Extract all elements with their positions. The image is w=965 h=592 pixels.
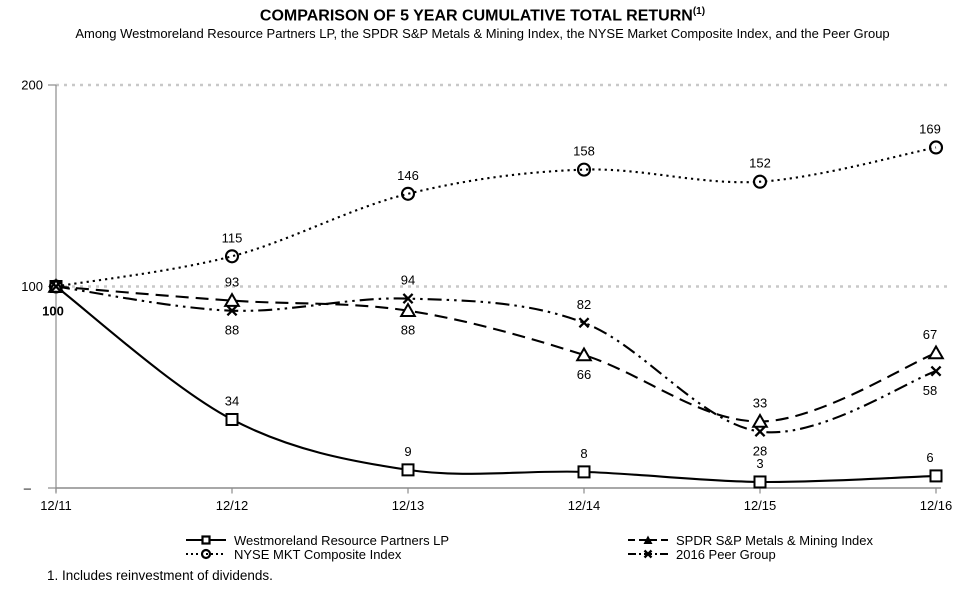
footnote: 1. Includes reinvestment of dividends. xyxy=(47,568,273,583)
legend-square-marker-icon xyxy=(186,535,226,545)
chart-title-text: COMPARISON OF 5 YEAR CUMULATIVE TOTAL RE… xyxy=(259,7,693,25)
legend-item-westmoreland-resource-partners-lp: Westmoreland Resource Partners LP xyxy=(185,532,450,548)
legend-label: NYSE MKT Composite Index xyxy=(234,546,402,562)
legend-item-nyse-mkt-composite-index: NYSE MKT Composite Index xyxy=(185,546,402,562)
marker-westmoreland-resource-partners-lp-12-13 xyxy=(401,463,415,477)
point-label-spdr-s-p-metals-mining-index-12-12: 93 xyxy=(225,275,239,290)
chart-title: COMPARISON OF 5 YEAR CUMULATIVE TOTAL RE… xyxy=(0,6,965,25)
marker-spdr-s-p-metals-mining-index-12-12 xyxy=(223,292,241,307)
marker-nyse-mkt-composite-index-12-11 xyxy=(48,279,64,294)
y-tick-label-200: 200 xyxy=(21,78,43,93)
marker-2016-peer-group-12-12 xyxy=(226,305,238,317)
legend-triangle-marker-icon xyxy=(628,535,668,544)
chart-subtitle: Among Westmoreland Resource Partners LP,… xyxy=(75,26,890,41)
point-label-nyse-mkt-composite-index-12-16: 169 xyxy=(919,121,941,136)
marker-westmoreland-resource-partners-lp-12-14 xyxy=(577,465,591,479)
series-line-2016-peer-group xyxy=(55,285,937,434)
x-tick-label-12-13: 12/13 xyxy=(392,498,425,513)
point-label-westmoreland-resource-partners-lp-12-16: 6 xyxy=(926,450,933,465)
legend-x-marker-icon xyxy=(628,549,668,559)
x-tick-label-12-15: 12/15 xyxy=(744,498,777,513)
x-tick-label-12-14: 12/14 xyxy=(568,498,601,513)
point-label-spdr-s-p-metals-mining-index-12-16: 67 xyxy=(923,327,937,342)
x-tick-label-12-12: 12/12 xyxy=(216,498,249,513)
marker-westmoreland-resource-partners-lp-12-15 xyxy=(753,475,767,489)
marker-nyse-mkt-composite-index-12-14 xyxy=(576,162,592,177)
legend-label: Westmoreland Resource Partners LP xyxy=(234,532,450,548)
series-line-nyse-mkt-composite-index xyxy=(55,146,937,288)
legend-item-spdr-s-p-metals-mining-index: SPDR S&P Metals & Mining Index xyxy=(627,532,874,548)
y-tick-label-100: 100 xyxy=(21,279,43,294)
marker-spdr-s-p-metals-mining-index-12-16 xyxy=(927,344,945,360)
point-label-2016-peer-group-12-16: 58 xyxy=(923,383,937,398)
marker-2016-peer-group-12-11 xyxy=(50,281,62,292)
legend-label: 2016 Peer Group xyxy=(676,546,776,562)
marker-nyse-mkt-composite-index-12-16 xyxy=(928,140,944,155)
point-label-spdr-s-p-metals-mining-index-12-14: 66 xyxy=(577,367,591,382)
point-label-spdr-s-p-metals-mining-index-12-13: 88 xyxy=(401,323,415,338)
marker-nyse-mkt-composite-index-12-15 xyxy=(752,174,768,189)
series-line-westmoreland-resource-partners-lp xyxy=(55,285,937,484)
x-tick-label-12-16: 12/16 xyxy=(920,498,953,513)
point-label-westmoreland-resource-partners-lp-12-12: 34 xyxy=(225,393,239,408)
point-label-nyse-mkt-composite-index-12-12: 115 xyxy=(222,230,243,245)
point-label-2016-peer-group-12-15: 28 xyxy=(753,444,767,459)
chart-title-footnote-ref: (1) xyxy=(692,6,706,17)
point-label-westmoreland-resource-partners-lp-12-14: 8 xyxy=(580,446,587,461)
point-label-nyse-mkt-composite-index-12-13: 146 xyxy=(397,168,419,183)
point-label-westmoreland-resource-partners-lp-12-15: 3 xyxy=(756,456,763,471)
marker-2016-peer-group-12-16 xyxy=(930,365,942,377)
point-label-spdr-s-p-metals-mining-index-12-15: 33 xyxy=(753,396,767,411)
point-label-westmoreland-resource-partners-lp-12-11: 100 xyxy=(42,304,64,319)
point-label-2016-peer-group-12-14: 82 xyxy=(577,297,591,312)
marker-2016-peer-group-12-14 xyxy=(578,317,590,329)
marker-spdr-s-p-metals-mining-index-12-13 xyxy=(399,302,417,317)
point-label-westmoreland-resource-partners-lp-12-13: 9 xyxy=(404,444,411,459)
marker-spdr-s-p-metals-mining-index-12-14 xyxy=(575,346,593,362)
legend-label: SPDR S&P Metals & Mining Index xyxy=(676,532,874,548)
marker-nyse-mkt-composite-index-12-13 xyxy=(400,186,416,201)
x-tick-label-12-11: 12/11 xyxy=(40,498,72,513)
legend-circle-marker-icon xyxy=(186,548,226,560)
marker-westmoreland-resource-partners-lp-12-12 xyxy=(225,412,239,426)
point-label-2016-peer-group-12-12: 88 xyxy=(225,323,239,338)
marker-nyse-mkt-composite-index-12-12 xyxy=(224,249,240,264)
marker-2016-peer-group-12-13 xyxy=(402,293,414,305)
point-label-nyse-mkt-composite-index-12-14: 158 xyxy=(573,144,595,159)
y-tick-label-0: – xyxy=(24,481,32,496)
legend-item-2016-peer-group: 2016 Peer Group xyxy=(627,546,776,562)
marker-spdr-s-p-metals-mining-index-12-15 xyxy=(751,413,769,428)
point-label-nyse-mkt-composite-index-12-15: 152 xyxy=(749,156,771,171)
marker-westmoreland-resource-partners-lp-12-16 xyxy=(929,469,943,483)
series-line-spdr-s-p-metals-mining-index xyxy=(55,285,937,423)
point-label-2016-peer-group-12-13: 94 xyxy=(401,273,415,288)
marker-2016-peer-group-12-15 xyxy=(754,426,766,437)
